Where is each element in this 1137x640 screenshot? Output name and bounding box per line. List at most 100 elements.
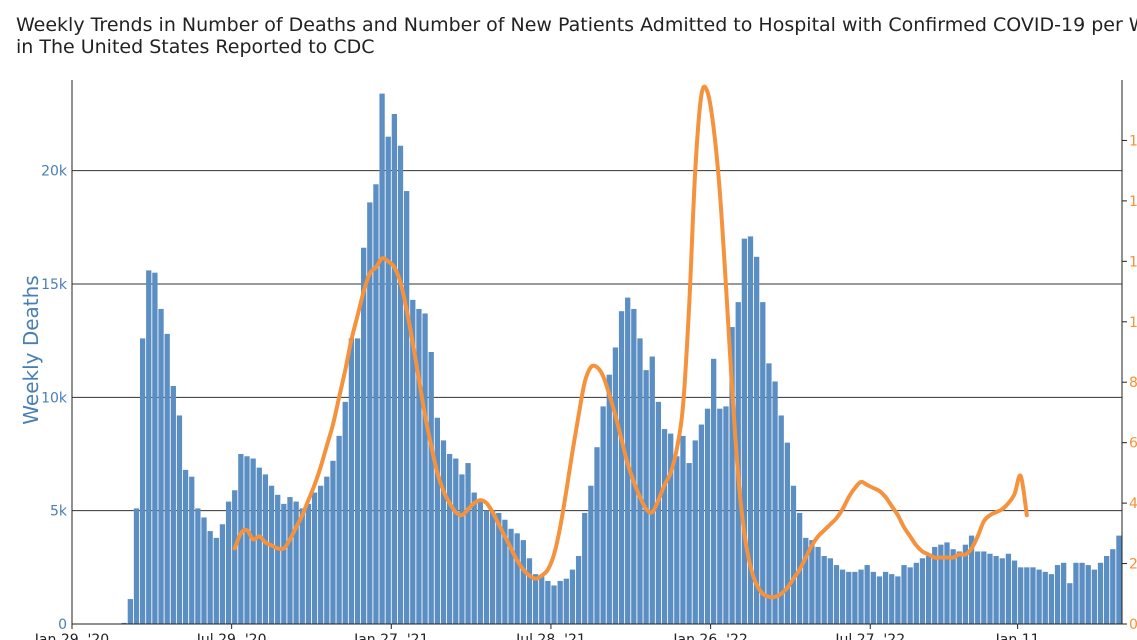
- bar: [1005, 553, 1012, 624]
- bar: [772, 381, 778, 624]
- chart-title: Weekly Trends in Number of Deaths and Nu…: [16, 14, 1137, 58]
- bar: [680, 435, 686, 624]
- bar: [999, 558, 1005, 624]
- bar: [1110, 549, 1116, 624]
- admissions-series-line: [232, 84, 1029, 600]
- x-tick-label: Jan 11: [995, 632, 1040, 640]
- bar: [238, 454, 244, 624]
- bar: [146, 270, 152, 624]
- bar: [189, 476, 195, 624]
- bar: [692, 440, 698, 624]
- bar: [747, 236, 754, 624]
- bar: [704, 408, 711, 624]
- bar: [1116, 535, 1122, 624]
- bar: [686, 463, 692, 624]
- y-axis-title: Weekly Deaths: [19, 275, 43, 424]
- bar: [133, 508, 140, 624]
- bar: [318, 485, 324, 624]
- bar: [784, 442, 790, 624]
- bar: [219, 524, 226, 624]
- x-tick-label: Jan 26, '22: [672, 632, 747, 640]
- bar: [981, 551, 987, 624]
- bar: [367, 202, 373, 624]
- bar: [643, 370, 649, 624]
- bar: [852, 571, 858, 624]
- bar: [410, 299, 416, 624]
- bar: [1067, 583, 1073, 624]
- bar: [956, 551, 962, 624]
- bar: [496, 512, 502, 624]
- bar: [324, 476, 330, 624]
- bar: [348, 338, 355, 624]
- bar: [760, 302, 766, 624]
- bar: [913, 562, 919, 624]
- y-tick-label: 20k: [41, 164, 68, 180]
- bar: [1104, 556, 1110, 624]
- bar: [422, 313, 428, 624]
- bar: [514, 533, 520, 624]
- y-tick-label: 15k: [41, 277, 68, 293]
- bar: [895, 576, 901, 624]
- bar: [545, 580, 551, 624]
- bar: [256, 467, 262, 624]
- x-tick-label: Jul 29, '20: [196, 632, 267, 640]
- bar: [397, 145, 404, 624]
- bar: [717, 408, 723, 624]
- bar: [674, 456, 680, 624]
- bar: [661, 429, 668, 624]
- y-axis-title-group: Weekly Deaths: [19, 275, 43, 424]
- y2-tick-label: 6: [1129, 436, 1137, 452]
- bar: [729, 327, 735, 624]
- bar: [827, 558, 833, 624]
- bar: [342, 401, 348, 624]
- x-tick-label: Jan 27, '21: [353, 632, 428, 640]
- bar: [440, 440, 447, 624]
- bar: [287, 497, 293, 624]
- bar: [428, 352, 434, 624]
- bar: [121, 622, 127, 624]
- bar: [1036, 569, 1042, 624]
- bar: [330, 460, 336, 624]
- bar: [557, 580, 563, 624]
- bar: [1091, 569, 1098, 624]
- bar: [385, 136, 391, 624]
- bar: [1048, 574, 1055, 624]
- bar: [741, 238, 748, 624]
- bar: [925, 556, 932, 624]
- bar: [809, 540, 815, 624]
- x-tick-label: Jan 29, '20: [34, 632, 109, 640]
- bar: [766, 363, 772, 624]
- bar: [526, 558, 533, 624]
- bar: [477, 499, 483, 624]
- y2-tick-label: 8: [1129, 375, 1137, 391]
- bar: [483, 510, 490, 624]
- bar: [391, 114, 398, 624]
- bar: [938, 544, 944, 624]
- bar: [901, 565, 907, 624]
- y2-tick-label: 14: [1129, 194, 1137, 210]
- bar: [176, 415, 183, 624]
- bar: [618, 311, 625, 624]
- bar: [575, 556, 582, 624]
- bar: [532, 574, 539, 624]
- chart-title-line-2: in The United States Reported to CDC: [16, 36, 375, 58]
- bar: [846, 571, 852, 624]
- bar: [127, 599, 133, 624]
- bar: [569, 569, 576, 624]
- bar: [833, 565, 840, 624]
- x-tick-label: Jul 28, '21: [515, 632, 586, 640]
- bar: [305, 503, 312, 624]
- bar: [723, 406, 729, 624]
- bar: [551, 585, 557, 624]
- bar: [870, 571, 876, 624]
- bar: [1097, 562, 1104, 624]
- bar: [858, 569, 864, 624]
- bar: [1085, 565, 1091, 624]
- bar: [361, 247, 367, 624]
- bar: [815, 546, 821, 624]
- bar: [907, 567, 913, 624]
- bar: [711, 358, 717, 624]
- bar: [244, 456, 250, 624]
- bar: [962, 544, 969, 624]
